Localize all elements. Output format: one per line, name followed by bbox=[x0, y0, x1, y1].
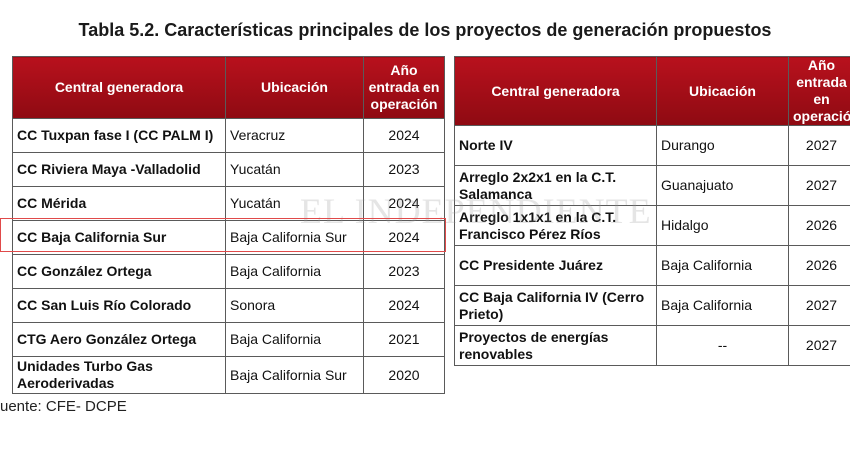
central-name: CC Presidente Juárez bbox=[454, 245, 657, 286]
table-title: Tabla 5.2. Características principales d… bbox=[78, 20, 772, 40]
central-name-line1: Arreglo 1x1x1 en la C.T. bbox=[459, 208, 617, 225]
central-name: CC Baja California IV (Cerro Prieto) bbox=[454, 285, 657, 326]
location: Baja California bbox=[656, 245, 789, 286]
header-year: Año entrada en operación bbox=[788, 56, 850, 126]
header-year: Año entrada en operación bbox=[363, 56, 445, 119]
central-name-line1: Proyectos de energías bbox=[459, 328, 609, 345]
header-year-line2: entrada en bbox=[796, 74, 847, 107]
central-name: CC González Ortega bbox=[12, 254, 226, 289]
header-central: Central generadora bbox=[454, 56, 657, 126]
header-year-line3: operación bbox=[370, 96, 438, 112]
projects-table-left: Central generadora Ubicación Año entrada… bbox=[12, 56, 445, 394]
central-name: CC Baja California Sur bbox=[12, 220, 226, 255]
header-location: Ubicación bbox=[656, 56, 789, 126]
year: 2024 bbox=[363, 220, 445, 255]
location: Baja California bbox=[656, 285, 789, 326]
central-name-line2: Francisco Pérez Ríos bbox=[459, 225, 601, 242]
location: Baja California bbox=[225, 254, 364, 289]
header-year-line3: operación bbox=[793, 108, 850, 124]
table-row: CC Baja California IV (Cerro Prieto) Baj… bbox=[454, 285, 850, 326]
central-name-line1: CC Baja California IV (Cerro bbox=[459, 288, 645, 305]
central-name: Arreglo 1x1x1 en la C.T. Francisco Pérez… bbox=[454, 205, 657, 246]
year: 2023 bbox=[363, 254, 445, 289]
header-row: Central generadora Ubicación Año entrada… bbox=[454, 56, 850, 126]
central-name: CC Riviera Maya -Valladolid bbox=[12, 152, 226, 187]
location: -- bbox=[656, 325, 789, 366]
year: 2024 bbox=[363, 118, 445, 153]
table-row: Norte IV Durango 2027 bbox=[454, 125, 850, 166]
table-row: CC González Ortega Baja California 2023 bbox=[12, 254, 445, 289]
table-row: Arreglo 2x2x1 en la C.T. Salamanca Guana… bbox=[454, 165, 850, 206]
year: 2027 bbox=[788, 325, 850, 366]
central-name: Arreglo 2x2x1 en la C.T. Salamanca bbox=[454, 165, 657, 206]
header-year-line1: Año bbox=[390, 62, 418, 78]
header-central: Central generadora bbox=[12, 56, 226, 119]
location: Baja California bbox=[225, 322, 364, 357]
location: Veracruz bbox=[225, 118, 364, 153]
location: Yucatán bbox=[225, 152, 364, 187]
location: Durango bbox=[656, 125, 789, 166]
year: 2024 bbox=[363, 186, 445, 221]
table-row: CC Tuxpan fase I (CC PALM I) Veracruz 20… bbox=[12, 118, 445, 153]
table-row: Proyectos de energías renovables -- 2027 bbox=[454, 325, 850, 366]
location: Yucatán bbox=[225, 186, 364, 221]
watermark: EL INDEPENDIENTE bbox=[300, 191, 652, 231]
central-name-line2: Prieto) bbox=[459, 305, 504, 322]
year: 2026 bbox=[788, 205, 850, 246]
table-row: CC Riviera Maya -Valladolid Yucatán 2023 bbox=[12, 152, 445, 187]
location: Baja California Sur bbox=[225, 356, 364, 394]
table-row: CC San Luis Río Colorado Sonora 2024 bbox=[12, 288, 445, 323]
central-name: CC San Luis Río Colorado bbox=[12, 288, 226, 323]
year: 2027 bbox=[788, 165, 850, 206]
central-name: CC Mérida bbox=[12, 186, 226, 221]
table-row: CC Presidente Juárez Baja California 202… bbox=[454, 245, 850, 286]
central-name-line2: Aeroderivadas bbox=[17, 375, 115, 391]
header-location: Ubicación bbox=[225, 56, 364, 119]
projects-table-right: Central generadora Ubicación Año entrada… bbox=[454, 56, 850, 366]
year: 2023 bbox=[363, 152, 445, 187]
table-row: Unidades Turbo Gas Aeroderivadas Baja Ca… bbox=[12, 356, 445, 394]
central-name-line2: renovables bbox=[459, 345, 533, 362]
central-name: CTG Aero González Ortega bbox=[12, 322, 226, 357]
table-row: CC Baja California Sur Baja California S… bbox=[12, 220, 445, 255]
central-name-line2: Salamanca bbox=[459, 185, 533, 202]
location: Guanajuato bbox=[656, 165, 789, 206]
header-year-line2: entrada en bbox=[368, 79, 440, 95]
central-name: CC Tuxpan fase I (CC PALM I) bbox=[12, 118, 226, 153]
central-name-line1: Unidades Turbo Gas bbox=[17, 358, 153, 374]
location: Baja California Sur bbox=[225, 220, 364, 255]
year: 2026 bbox=[788, 245, 850, 286]
location: Sonora bbox=[225, 288, 364, 323]
source-note: uente: CFE- DCPE bbox=[0, 398, 127, 415]
year: 2020 bbox=[363, 356, 445, 394]
year: 2027 bbox=[788, 125, 850, 166]
header-row: Central generadora Ubicación Año entrada… bbox=[12, 56, 445, 119]
location: Hidalgo bbox=[656, 205, 789, 246]
table-row: CC Mérida Yucatán 2024 bbox=[12, 186, 445, 221]
central-name: Norte IV bbox=[454, 125, 657, 166]
central-name-line1: Arreglo 2x2x1 en la C.T. bbox=[459, 168, 617, 185]
central-name: Proyectos de energías renovables bbox=[454, 325, 657, 366]
central-name: Unidades Turbo Gas Aeroderivadas bbox=[12, 356, 226, 394]
table-row: CTG Aero González Ortega Baja California… bbox=[12, 322, 445, 357]
year: 2027 bbox=[788, 285, 850, 326]
year: 2021 bbox=[363, 322, 445, 357]
header-year-line1: Año bbox=[807, 57, 836, 74]
year: 2024 bbox=[363, 288, 445, 323]
